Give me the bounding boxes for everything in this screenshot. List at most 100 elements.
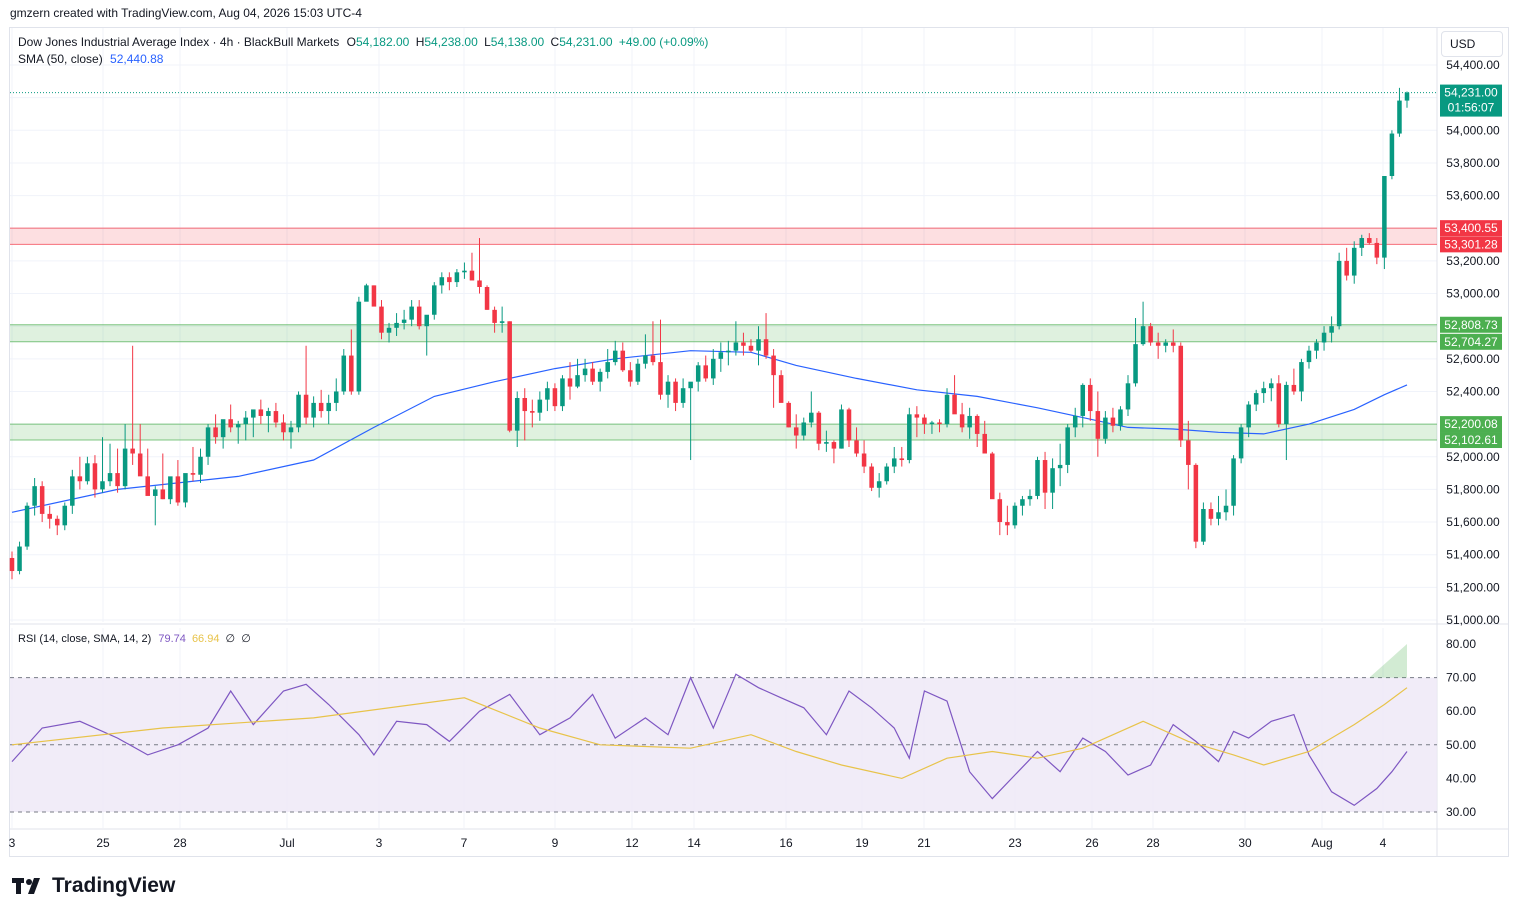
price-tick-label: 53,000.00 — [1446, 287, 1500, 301]
price-tick-label: 52,400.00 — [1446, 384, 1500, 398]
candle — [628, 362, 633, 387]
candle — [1201, 502, 1206, 545]
candle — [394, 313, 399, 336]
candle — [1397, 87, 1402, 137]
rsi-legend[interactable]: RSI (14, close, SMA, 14, 2) 79.74 66.94 … — [18, 632, 251, 645]
mid-support-zone — [10, 324, 1437, 343]
author-line: gmzern created with TradingView.com, Aug… — [10, 6, 362, 20]
candle-body — [816, 412, 822, 444]
candle-body — [990, 453, 995, 500]
zone-label-text: 53,301.28 — [1444, 237, 1498, 251]
time-tick-label: 14 — [687, 836, 701, 850]
candles — [9, 87, 1410, 580]
candle — [333, 378, 339, 412]
low-support-zone — [10, 423, 1437, 441]
candle — [937, 419, 942, 433]
candle — [703, 355, 708, 382]
candle — [507, 321, 512, 433]
candle-body — [401, 319, 407, 323]
candle-body — [907, 414, 912, 461]
candle-body — [514, 398, 520, 431]
candle-body — [929, 422, 935, 425]
tradingview-logo[interactable]: TradingView — [12, 874, 175, 898]
price-tick-label: 52,000.00 — [1446, 450, 1500, 464]
candle-body — [1163, 342, 1168, 346]
candle-body — [1080, 384, 1086, 416]
candle-body — [778, 375, 784, 403]
candle — [1133, 318, 1138, 387]
candle — [816, 411, 822, 451]
rsi-ma-line — [11, 687, 1408, 780]
candle — [364, 283, 369, 302]
candle — [85, 456, 90, 485]
candle-body — [1125, 383, 1131, 410]
zone-label-text: 52,808.73 — [1444, 318, 1498, 332]
candle-body — [122, 448, 128, 487]
tradingview-logo-icon — [12, 878, 40, 894]
candle-body — [137, 453, 143, 477]
candle — [1382, 176, 1387, 270]
candle — [447, 272, 452, 291]
sma-legend[interactable]: SMA (50, close) 52,440.88 — [18, 52, 163, 66]
candle-body — [1005, 522, 1010, 526]
candle — [876, 473, 882, 498]
candle-body — [1367, 238, 1372, 243]
candle — [801, 417, 807, 441]
resistance-zone — [10, 227, 1437, 245]
low-support-zone-axis-label: 52,102.61 — [1440, 432, 1502, 449]
resistance-zone-axis-label: 53,301.28 — [1440, 236, 1502, 253]
candle-body — [869, 466, 874, 488]
candle — [967, 407, 972, 439]
symbol-title[interactable]: Dow Jones Industrial Average Index · 4h … — [18, 35, 340, 49]
price-tick-label: 53,200.00 — [1446, 254, 1500, 268]
candle-body — [281, 422, 286, 433]
candle — [1103, 411, 1108, 444]
chart-frame — [9, 27, 1509, 857]
candle — [1238, 424, 1244, 464]
price-tick-label: 51,200.00 — [1446, 580, 1500, 594]
candle — [183, 473, 188, 508]
candle-body — [1389, 133, 1395, 176]
candle — [409, 300, 414, 327]
high-label: H — [415, 35, 425, 49]
candle-body — [1216, 512, 1221, 519]
candle — [1261, 381, 1266, 403]
candle — [1299, 358, 1304, 402]
candle — [522, 388, 528, 441]
candle-body — [499, 321, 505, 323]
candle-body — [258, 409, 264, 416]
candle-body — [1012, 505, 1018, 526]
countdown-text: 01:56:07 — [1448, 101, 1495, 115]
candle — [1163, 339, 1168, 353]
candle-body — [665, 381, 671, 395]
candle — [137, 424, 143, 477]
candle-body — [1351, 247, 1357, 276]
candle-body — [628, 370, 633, 382]
candle — [1231, 455, 1236, 516]
candle — [153, 486, 158, 526]
candle — [537, 391, 543, 421]
candle-body — [944, 394, 950, 425]
candle — [990, 451, 995, 500]
candle-body — [1306, 350, 1312, 363]
candle — [763, 313, 769, 359]
candle — [786, 401, 791, 428]
time-tick-label: 9 — [552, 836, 559, 850]
candle — [341, 349, 347, 395]
time-tick-label: 19 — [855, 836, 869, 850]
candle-body — [884, 466, 889, 482]
candle-body — [1246, 404, 1251, 428]
candle-body — [39, 486, 45, 514]
candle-body — [703, 365, 708, 379]
candle — [643, 334, 648, 369]
rsi-tick-label: 70.00 — [1446, 671, 1476, 685]
candle-body — [416, 306, 422, 327]
candle — [582, 358, 588, 382]
candle-body — [454, 272, 460, 283]
current-price-box — [1440, 84, 1502, 117]
candle-body — [922, 417, 927, 425]
resistance-zone-axis-label: 53,400.55 — [1440, 220, 1502, 237]
candle-body — [1140, 326, 1146, 345]
currency-selector[interactable]: USD — [1441, 31, 1503, 57]
